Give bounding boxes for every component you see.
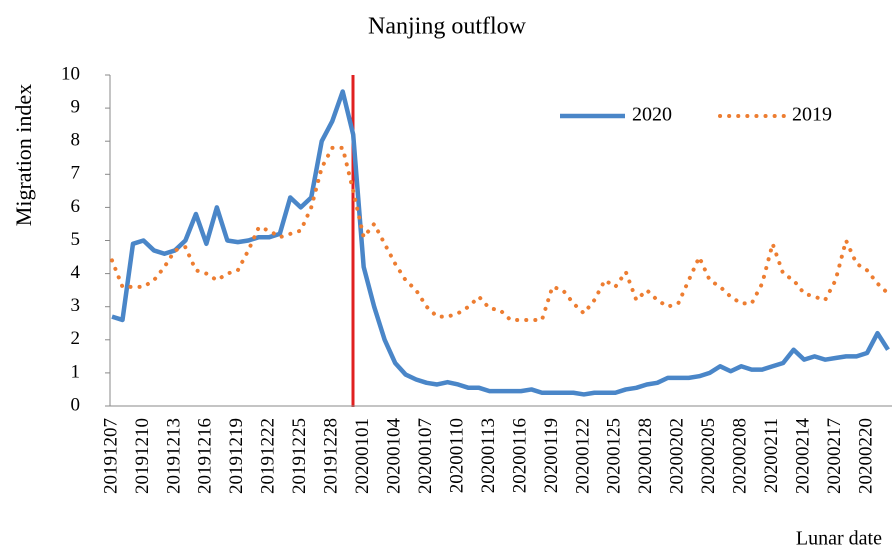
x-tick-label: 20200113 — [478, 418, 499, 493]
x-tick-label: 20191219 — [226, 418, 247, 494]
x-tick-label: 20200220 — [855, 418, 876, 494]
x-tick-label: 20191210 — [132, 418, 153, 494]
x-tick-label: 20200116 — [509, 418, 530, 493]
x-tick-label: 20200119 — [541, 418, 562, 493]
y-tick-label: 5 — [71, 229, 81, 250]
x-tick-label: 20200205 — [698, 418, 719, 494]
legend-label: 2019 — [792, 104, 832, 126]
x-tick-label: 20200110 — [446, 418, 467, 493]
x-tick-label: 20200104 — [383, 418, 404, 495]
series-line — [111, 89, 890, 397]
x-tick-label: 20200101 — [352, 418, 373, 494]
x-tick-label: 20200125 — [604, 418, 625, 494]
y-tick-label: 8 — [71, 130, 81, 151]
x-tick-label: 20200217 — [824, 418, 845, 494]
x-tick-label: 20200208 — [730, 418, 751, 494]
x-tick-label: 20191228 — [321, 418, 342, 494]
y-tick-label: 1 — [71, 361, 81, 382]
x-tick-label: 20200107 — [415, 418, 436, 494]
chart-title: Nanjing outflow — [368, 14, 527, 40]
x-tick-label: 20191207 — [100, 418, 121, 494]
legend-label: 2020 — [632, 104, 672, 126]
x-tick-label: 20200122 — [572, 418, 593, 494]
x-tick-label: 20191225 — [289, 418, 310, 494]
x-tick-label: 20191222 — [258, 418, 279, 494]
y-tick-label: 2 — [71, 328, 81, 349]
y-tick-label: 7 — [71, 163, 81, 184]
x-tick-label: 20191216 — [195, 418, 216, 494]
y-axis-label: Migration index — [11, 84, 36, 226]
series-line — [110, 145, 890, 322]
x-axis-label: Lunar date — [796, 528, 882, 550]
y-tick-label: 6 — [71, 196, 81, 217]
x-tick-label: 20200202 — [667, 418, 688, 494]
x-tick-label: 20191213 — [163, 418, 184, 494]
x-tick-label: 20200128 — [635, 418, 656, 494]
y-tick-label: 10 — [61, 63, 80, 84]
x-tick-label: 20200214 — [792, 418, 813, 495]
x-tick-label: 20200211 — [761, 418, 782, 493]
y-tick-label: 3 — [71, 295, 81, 316]
y-tick-label: 0 — [71, 394, 81, 415]
y-tick-label: 4 — [71, 262, 81, 283]
y-tick-label: 9 — [71, 96, 81, 117]
